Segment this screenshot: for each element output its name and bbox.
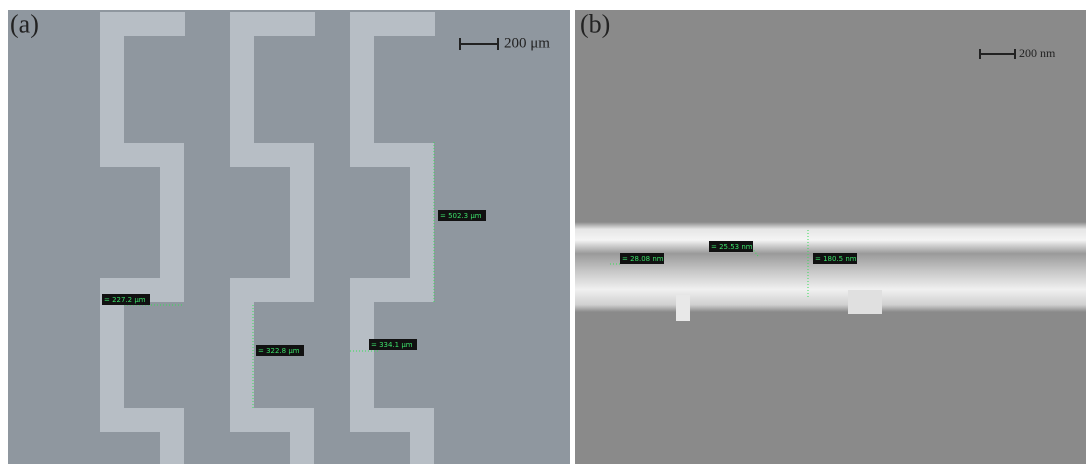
scale-bar-label: 200 μm [504, 35, 550, 51]
measurement: = 25.53 nm [711, 243, 753, 251]
page: (a) 200 μm = 227.2 μm = 322.8 μm = 334.1… [0, 0, 1086, 464]
panel-a: (a) 200 μm = 227.2 μm = 322.8 μm = 334.1… [8, 9, 570, 464]
measurement: = 334.1 μm [371, 341, 413, 349]
particle [848, 290, 882, 314]
scale-bar-label: 200 nm [1019, 46, 1056, 60]
measurement: = 28.08 nm [622, 255, 664, 263]
measurement: = 502.3 μm [440, 212, 482, 220]
panel-label: (a) [10, 9, 39, 38]
panel-background [8, 10, 570, 464]
panel-b: (b) 200 nm = 28.08 nm = 25.53 nm = 180.5… [575, 9, 1086, 464]
measurement: = 227.2 μm [104, 296, 146, 304]
particle [676, 295, 690, 321]
measurement: = 180.5 nm [815, 255, 857, 263]
measurement: = 322.8 μm [258, 347, 300, 355]
panel-label: (b) [580, 9, 610, 38]
figure: (a) 200 μm = 227.2 μm = 322.8 μm = 334.1… [0, 0, 1086, 464]
nanowire [575, 222, 1086, 312]
